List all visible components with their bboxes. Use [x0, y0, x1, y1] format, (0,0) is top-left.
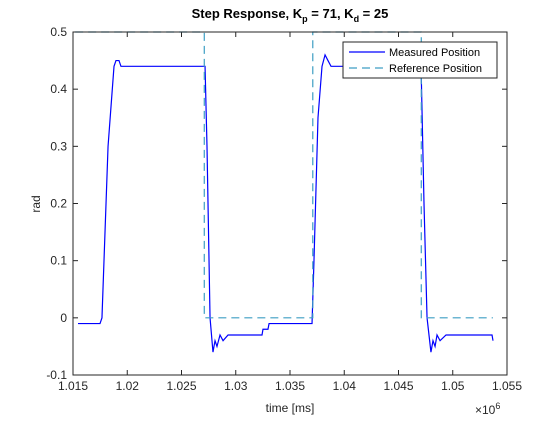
y-tick-label: 0.5 [50, 25, 67, 39]
y-tick-label: 0.4 [50, 82, 67, 96]
x-tick-label: 1.03 [224, 379, 248, 393]
legend-label: Measured Position [389, 47, 480, 59]
x-exponent: ×106 [475, 401, 500, 417]
x-tick-label: 1.025 [166, 379, 196, 393]
y-tick-label: 0 [60, 311, 67, 325]
x-tick-label: 1.045 [383, 379, 413, 393]
legend-label: Reference Position [389, 63, 482, 75]
data-line [75, 31, 493, 319]
chart-title: Step Response, Kp = 71, Kd = 25 [192, 6, 389, 24]
data-line [77, 53, 494, 353]
x-tick-label: 1.015 [58, 379, 88, 393]
legend-box [342, 41, 498, 79]
y-tick-label: 0.2 [50, 197, 67, 211]
x-tick-label: 1.04 [333, 379, 357, 393]
x-tick-label: 1.055 [492, 379, 522, 393]
legend: Measured Position Reference Position [342, 41, 498, 79]
y-tick-label: -0.1 [46, 368, 67, 382]
x-tick-label: 1.035 [275, 379, 305, 393]
y-tick-label: 0.3 [50, 139, 67, 153]
x-tick-label: 1.02 [116, 379, 140, 393]
x-tick-label: 1.05 [441, 379, 465, 393]
y-tick-label: 0.1 [50, 254, 67, 268]
axes-box [72, 31, 508, 376]
y-axis-label: rad [29, 195, 43, 212]
x-axis-label: time [ms] [266, 401, 315, 415]
